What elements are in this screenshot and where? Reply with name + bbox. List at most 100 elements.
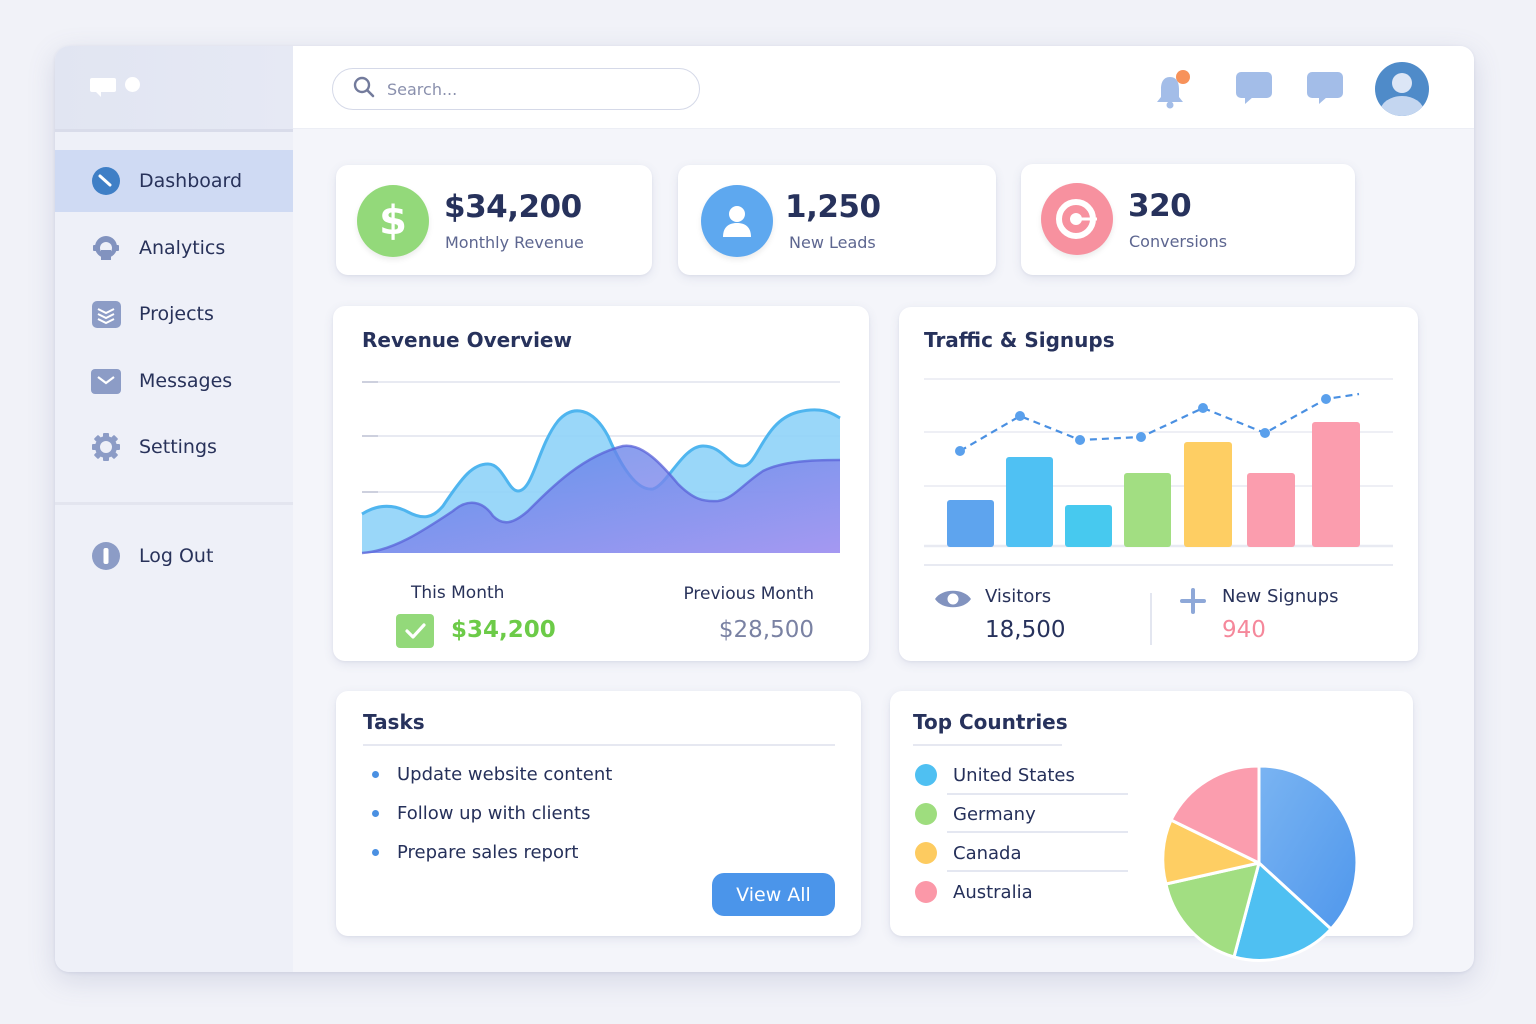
bullet-icon (372, 771, 379, 778)
stat-card-conversions: 320 Conversions (1021, 164, 1355, 275)
top-countries-card: Top Countries United States Germany Cana… (890, 691, 1413, 962)
visitors-label: Visitors (985, 586, 1052, 607)
new-signups-label: New Signups (1222, 586, 1339, 607)
notifications-button[interactable] (1155, 70, 1191, 109)
stats-divider (1150, 593, 1152, 645)
check-icon (396, 614, 434, 648)
sidebar-item-settings[interactable]: Settings (55, 416, 293, 478)
dashboard-icon (91, 166, 121, 196)
sidebar-divider (55, 502, 293, 505)
task-item[interactable]: Update website content (372, 764, 612, 785)
user-icon (701, 185, 773, 257)
sidebar: Dashboard Analytics Projects Messages (55, 46, 293, 972)
countries-divider (913, 744, 1062, 746)
previous-month-label: Previous Month (683, 584, 814, 604)
stat-card-leads: 1,250 New Leads (678, 165, 996, 275)
sidebar-item-projects[interactable]: Projects (55, 283, 293, 345)
legend-item-germany: Germany (915, 803, 1036, 825)
bullet-icon (372, 810, 379, 817)
logo-dot-icon (125, 77, 140, 92)
new-signups-value: 940 (1222, 617, 1266, 643)
logo[interactable] (90, 77, 140, 97)
sidebar-logo-area (55, 46, 293, 132)
stat-value: $34,200 (444, 189, 582, 225)
tasks-card: Tasks Update website content Follow up w… (336, 691, 861, 936)
task-item[interactable]: Prepare sales report (372, 842, 578, 863)
top-header (293, 46, 1474, 129)
this-month-value: $34,200 (451, 617, 556, 643)
legend-item-united-states: United States (915, 764, 1075, 786)
revenue-area-chart (361, 381, 841, 555)
legend-label: Germany (953, 803, 1036, 825)
sidebar-item-label: Projects (139, 303, 214, 325)
projects-icon (91, 299, 121, 329)
sidebar-item-label: Messages (139, 369, 233, 392)
legend-dot-icon (915, 842, 937, 864)
task-item[interactable]: Follow up with clients (372, 803, 590, 824)
stat-label: Monthly Revenue (445, 233, 584, 252)
sidebar-item-label: Settings (139, 436, 217, 458)
messages-icon (91, 366, 121, 396)
chat-button[interactable] (1235, 71, 1273, 109)
search-bar[interactable] (332, 68, 700, 110)
card-title: Tasks (363, 710, 425, 734)
legend-label: Canada (953, 842, 1022, 864)
logo-bubble-icon (90, 77, 116, 97)
app-window: Dashboard Analytics Projects Messages (55, 46, 1474, 972)
this-month-label: This Month (411, 583, 505, 603)
stat-card-revenue: $ $34,200 Monthly Revenue (336, 165, 652, 275)
stat-label: New Leads (789, 233, 876, 252)
comment-icon (1306, 72, 1344, 109)
bullet-icon (372, 849, 379, 856)
logout-icon (91, 541, 121, 571)
legend-dot-icon (915, 764, 937, 786)
sidebar-item-label: Dashboard (139, 170, 243, 192)
settings-icon (91, 432, 121, 462)
sidebar-item-logout[interactable]: Log Out (55, 525, 293, 587)
comments-button[interactable] (1306, 71, 1344, 109)
traffic-signups-card: Traffic & Signups (899, 307, 1418, 661)
visitors-value: 18,500 (985, 617, 1066, 643)
plus-icon (1180, 588, 1206, 618)
card-title: Top Countries (913, 710, 1068, 734)
sidebar-item-messages[interactable]: Messages (55, 350, 293, 412)
legend-item-australia: Australia (915, 881, 1033, 903)
card-title: Revenue Overview (362, 328, 572, 352)
search-icon (353, 76, 375, 102)
user-avatar-icon (1380, 73, 1424, 116)
stat-label: Conversions (1129, 232, 1228, 251)
traffic-bar-chart (924, 378, 1393, 566)
task-label: Follow up with clients (397, 803, 591, 824)
search-input[interactable] (387, 79, 667, 99)
analytics-icon (91, 233, 121, 263)
view-all-button[interactable]: View All (712, 873, 835, 916)
dollar-icon: $ (357, 185, 429, 257)
countries-pie-chart (1161, 766, 1359, 962)
legend-item-canada: Canada (915, 842, 1022, 864)
sidebar-nav: Dashboard Analytics Projects Messages (55, 150, 293, 592)
legend-separator (947, 793, 1128, 795)
legend-dot-icon (915, 803, 937, 825)
task-label: Update website content (397, 764, 613, 785)
card-title: Traffic & Signups (924, 328, 1115, 352)
sidebar-item-dashboard[interactable]: Dashboard (55, 150, 293, 212)
avatar[interactable] (1375, 62, 1429, 116)
tasks-divider (363, 744, 835, 746)
previous-month-value: $28,500 (718, 617, 814, 643)
legend-separator (947, 831, 1128, 833)
sidebar-item-analytics[interactable]: Analytics (55, 217, 293, 279)
stat-value: 320 (1128, 188, 1192, 224)
notification-badge (1176, 70, 1190, 84)
legend-label: Australia (953, 881, 1033, 903)
revenue-overview-card: Revenue Overview (333, 306, 869, 661)
eye-icon (934, 587, 972, 615)
sidebar-item-label: Log Out (139, 545, 214, 567)
legend-separator (947, 870, 1128, 872)
legend-label: United States (953, 764, 1075, 786)
sidebar-item-label: Analytics (139, 236, 226, 259)
chat-icon (1235, 72, 1273, 109)
legend-dot-icon (915, 881, 937, 903)
stat-value: 1,250 (785, 189, 881, 225)
target-icon (1041, 183, 1113, 255)
task-label: Prepare sales report (397, 842, 579, 863)
